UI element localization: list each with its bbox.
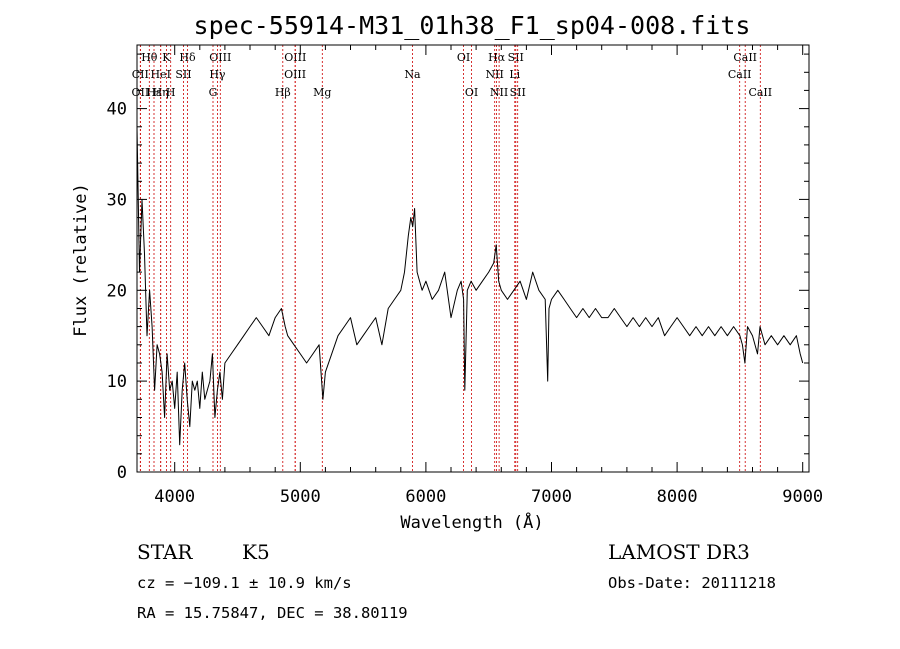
y-tick-label: 20	[107, 281, 127, 301]
marker-label: G	[209, 86, 218, 99]
observation-date: Obs-Date: 20111218	[608, 574, 776, 592]
marker-label: Hθ	[141, 51, 158, 64]
marker-label: Hα	[488, 51, 506, 64]
chart-title: spec-55914-M31_01h38_F1_sp04-008.fits	[194, 11, 751, 40]
plot-frame	[136, 44, 810, 473]
marker-label: SII	[508, 51, 524, 64]
y-tick-label: 40	[107, 100, 127, 120]
marker-label: Li	[509, 68, 520, 81]
marker-label: Hβ	[275, 86, 291, 99]
marker-label: SII	[510, 86, 526, 99]
y-axis-ticks: 0 10 20 30 40	[107, 53, 809, 483]
marker-label: OIII	[284, 68, 306, 81]
marker-label: Na	[404, 68, 421, 81]
marker-label: CaII	[728, 68, 752, 81]
survey-name: LAMOST DR3	[608, 540, 750, 564]
marker-label: Hδ	[179, 51, 196, 64]
marker-label: NII	[486, 68, 504, 81]
marker-label: OII	[132, 86, 150, 99]
spectrum-series	[136, 126, 804, 446]
x-axis-ticks: 4000 5000 6000 7000 8000 9000	[154, 45, 823, 507]
marker-label: Hγ	[209, 68, 226, 81]
marker-label: OI	[457, 51, 470, 64]
redshift-velocity: cz = −109.1 ± 10.9 km/s	[137, 574, 352, 592]
object-class: STAR	[137, 540, 193, 564]
marker-label: K	[162, 51, 171, 64]
marker-label: H	[166, 86, 176, 99]
object-subclass: K5	[242, 540, 270, 564]
sky-coordinates: RA = 15.75847, DEC = 38.80119	[137, 604, 408, 622]
x-axis-label: Wavelength (Å)	[400, 511, 543, 533]
y-tick-label: 30	[107, 190, 127, 210]
x-tick-label: 6000	[405, 487, 446, 507]
marker-label: CaII	[748, 86, 772, 99]
x-tick-label: 4000	[154, 487, 195, 507]
marker-label: Mg	[313, 86, 331, 99]
y-tick-label: 10	[107, 372, 127, 392]
marker-label: NII	[490, 86, 508, 99]
y-axis-label: Flux (relative)	[71, 183, 91, 337]
marker-label: SII	[175, 68, 191, 81]
x-tick-label: 7000	[531, 487, 572, 507]
x-tick-label: 5000	[280, 487, 321, 507]
y-tick-label: 0	[117, 463, 127, 483]
marker-label: CaII	[733, 51, 757, 64]
marker-label: Hη	[153, 86, 169, 99]
marker-label: OI	[465, 86, 478, 99]
marker-label: Hε	[146, 86, 162, 99]
marker-label: OIII	[209, 51, 231, 64]
spectrum-line	[136, 126, 804, 446]
x-tick-label: 9000	[782, 487, 823, 507]
x-tick-label: 8000	[657, 487, 698, 507]
